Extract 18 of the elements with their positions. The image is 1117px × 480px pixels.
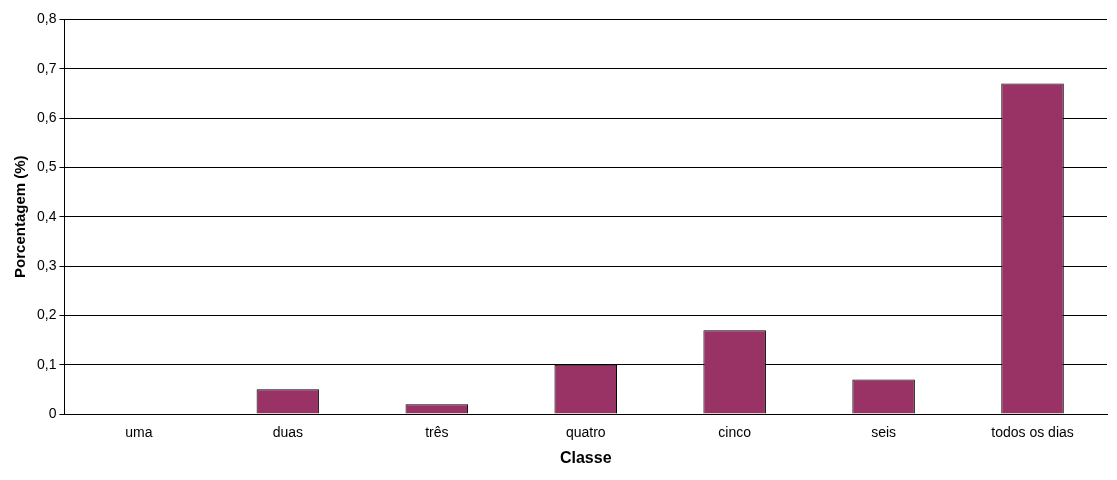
x-tick-label: cinco bbox=[718, 424, 752, 441]
x-tick-label: uma bbox=[125, 424, 153, 441]
y-tick-label: 0 bbox=[48, 404, 57, 421]
x-tick-label: seis bbox=[871, 424, 897, 441]
y-tick-label: 0,1 bbox=[36, 355, 57, 372]
x-tick-label: todos os dias bbox=[991, 424, 1074, 441]
y-tick-label: 0,4 bbox=[36, 207, 57, 224]
y-tick-label: 0,5 bbox=[36, 158, 57, 175]
x-tick-label: três bbox=[425, 424, 449, 441]
y-tick-label: 0,7 bbox=[36, 59, 57, 76]
y-tick-label: 0,2 bbox=[36, 306, 57, 323]
x-axis-title: Classe bbox=[559, 448, 612, 466]
y-axis-title: Porcentagem (%) bbox=[11, 155, 29, 278]
x-tick-label: quatro bbox=[565, 424, 606, 441]
y-tick-label: 0,6 bbox=[36, 108, 57, 125]
x-tick-label: duas bbox=[272, 424, 304, 441]
y-tick-label: 0,8 bbox=[36, 10, 57, 27]
y-tick-label: 0,3 bbox=[36, 256, 57, 273]
